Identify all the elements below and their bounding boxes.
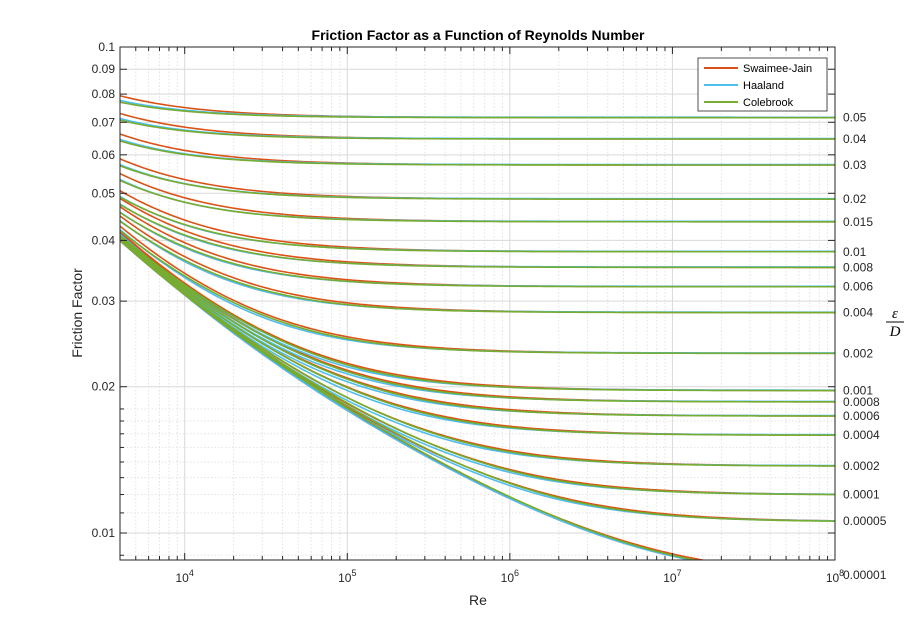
curve-colebrook <box>120 230 835 355</box>
roughness-label: 0.0002 <box>843 459 880 473</box>
curves-group <box>120 94 835 560</box>
roughness-label: 0.0004 <box>843 428 880 442</box>
roughness-label: 0.02 <box>843 192 867 206</box>
curve-colebrook <box>120 235 835 392</box>
y-tick-label: 0.06 <box>92 148 116 162</box>
roughness-label: 0.04 <box>843 132 867 146</box>
x-tick-label: 107 <box>663 568 681 585</box>
y-tick-label: 0.05 <box>92 186 116 200</box>
plot-frame <box>119 46 836 561</box>
legend: Swaimee-Jain Haaland Colebrook <box>697 57 828 112</box>
ratio-numerator: ε <box>892 306 898 322</box>
roughness-labels: 0.05 0.04 0.03 0.02 0.015 0.010.008 0.006 0.004… <box>843 111 887 583</box>
roughness-label: 0.004 <box>843 306 873 320</box>
curve-colebrook <box>120 239 835 467</box>
legend-label-colebrook: Colebrook <box>743 97 794 109</box>
x-tick-label: 104 <box>176 568 194 585</box>
x-axis-label: Re <box>469 592 487 608</box>
roughness-label: 0.002 <box>843 346 873 360</box>
y-tick-label: 0.07 <box>92 115 116 129</box>
curve-colebrook <box>120 237 835 417</box>
curve-colebrook <box>120 119 835 140</box>
y-tick-labels: 0.01 0.02 0.03 0.04 0.05 0.06 0.07 0.08 0.09 0.1 <box>92 40 116 540</box>
x-tick-label: 108 <box>826 568 844 585</box>
curve-colebrook <box>120 236 835 403</box>
chart-title: Friction Factor as a Function of Reynold… <box>312 27 645 43</box>
roughness-label: 0.0006 <box>843 409 880 423</box>
major-grid <box>120 46 836 560</box>
roughness-label: 0.001 <box>843 384 873 398</box>
roughness-label: 0.0001 <box>843 488 880 502</box>
axis-ticks <box>119 46 836 560</box>
curve-colebrook <box>120 212 835 288</box>
roughness-label: 0.01 <box>843 245 867 259</box>
roughness-label: 0.0008 <box>843 395 880 409</box>
x-tick-label: 106 <box>501 568 519 585</box>
roughness-label: 0.00001 <box>843 568 887 582</box>
legend-label-haaland: Haaland <box>743 80 784 92</box>
curve-colebrook <box>120 240 699 560</box>
y-tick-label: 0.1 <box>98 40 115 54</box>
curve-colebrook <box>120 165 835 200</box>
curve-colebrook <box>120 179 835 223</box>
roughness-ratio-label: ε D <box>886 306 904 340</box>
roughness-label: 0.05 <box>843 111 867 125</box>
curve-colebrook <box>120 196 835 253</box>
curve-colebrook <box>120 238 835 436</box>
roughness-label: 0.008 <box>843 260 873 274</box>
y-tick-label: 0.03 <box>92 294 116 308</box>
curve-colebrook <box>120 220 835 314</box>
ratio-denominator: D <box>889 324 901 340</box>
x-tick-labels: 104 105 106 107 108 <box>176 568 845 585</box>
curve-colebrook <box>120 140 835 166</box>
curve-colebrook <box>120 101 835 119</box>
y-tick-label: 0.09 <box>92 62 116 76</box>
roughness-label: 0.006 <box>843 280 873 294</box>
curve-haaland <box>120 237 695 560</box>
roughness-label: 0.03 <box>843 158 867 172</box>
x-tick-label: 105 <box>338 568 356 585</box>
y-tick-label: 0.01 <box>92 526 116 540</box>
curve-colebrook <box>120 203 835 269</box>
legend-label-swamee-jain: Swaimee-Jain <box>743 63 812 75</box>
y-tick-label: 0.08 <box>92 87 116 101</box>
minor-grid <box>119 47 835 560</box>
y-tick-label: 0.04 <box>92 233 116 247</box>
y-tick-label: 0.02 <box>92 380 116 394</box>
y-axis-label: Friction Factor <box>69 268 85 358</box>
roughness-label: 0.015 <box>843 215 873 229</box>
roughness-label: 0.00005 <box>843 514 887 528</box>
